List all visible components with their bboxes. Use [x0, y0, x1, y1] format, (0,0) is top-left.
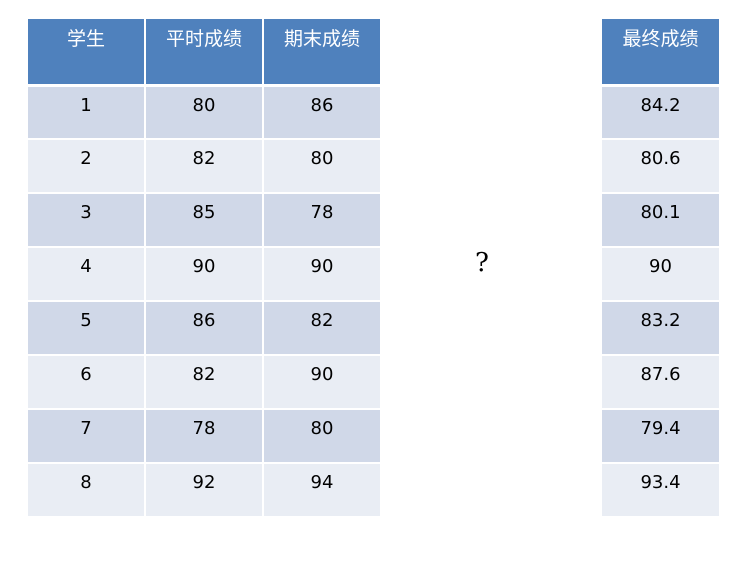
- student-id-cell: 2: [28, 139, 146, 194]
- overall-score-cell: 80.6: [602, 139, 719, 194]
- overall-score-cell: 87.6: [602, 355, 719, 410]
- table-row: 1 80 86: [28, 85, 380, 140]
- overall-score-cell: 79.4: [602, 409, 719, 464]
- overall-score-cell: 83.2: [602, 301, 719, 356]
- table-row: 3 85 78: [28, 193, 380, 248]
- table-row: 5 86 82: [28, 301, 380, 356]
- header-row: 学生 平时成绩 期末成绩: [28, 19, 380, 87]
- question-mark: ?: [475, 248, 489, 278]
- student-id-cell: 5: [28, 301, 146, 356]
- table-row: 83.2: [602, 301, 719, 356]
- final-exam-score-cell: 80: [263, 409, 380, 464]
- final-exam-score-cell: 82: [263, 301, 380, 356]
- regular-score-cell: 85: [145, 193, 264, 248]
- regular-score-cell: 82: [145, 139, 264, 194]
- final-exam-score-cell: 86: [263, 85, 380, 140]
- table-row: 87.6: [602, 355, 719, 410]
- header-final-exam-score: 期末成绩: [263, 19, 380, 87]
- regular-score-cell: 78: [145, 409, 264, 464]
- final-exam-score-cell: 94: [263, 463, 380, 518]
- student-id-cell: 8: [28, 463, 146, 518]
- student-id-cell: 3: [28, 193, 146, 248]
- final-exam-score-cell: 80: [263, 139, 380, 194]
- regular-score-cell: 90: [145, 247, 264, 302]
- table-row: 6 82 90: [28, 355, 380, 410]
- table-row: 84.2: [602, 85, 719, 140]
- student-id-cell: 6: [28, 355, 146, 410]
- regular-score-cell: 82: [145, 355, 264, 410]
- table-row: 90: [602, 247, 719, 302]
- table-row: 80.1: [602, 193, 719, 248]
- final-scores-table: 最终成绩 84.2 80.6 80.1 90 83.2 87.6 79.4 93…: [602, 19, 719, 518]
- student-id-cell: 7: [28, 409, 146, 464]
- overall-score-cell: 93.4: [602, 463, 719, 518]
- table-row: 2 82 80: [28, 139, 380, 194]
- header-overall-score: 最终成绩: [602, 19, 719, 87]
- student-id-cell: 1: [28, 85, 146, 140]
- overall-score-cell: 90: [602, 247, 719, 302]
- header-regular-score: 平时成绩: [145, 19, 264, 87]
- table-row: 93.4: [602, 463, 719, 518]
- regular-score-cell: 92: [145, 463, 264, 518]
- table-row: 7 78 80: [28, 409, 380, 464]
- table-row: 4 90 90: [28, 247, 380, 302]
- table-row: 79.4: [602, 409, 719, 464]
- overall-score-cell: 80.1: [602, 193, 719, 248]
- overall-score-cell: 84.2: [602, 85, 719, 140]
- regular-score-cell: 80: [145, 85, 264, 140]
- final-exam-score-cell: 90: [263, 355, 380, 410]
- regular-score-cell: 86: [145, 301, 264, 356]
- final-exam-score-cell: 90: [263, 247, 380, 302]
- table-row: 8 92 94: [28, 463, 380, 518]
- student-id-cell: 4: [28, 247, 146, 302]
- header-row: 最终成绩: [602, 19, 719, 87]
- final-exam-score-cell: 78: [263, 193, 380, 248]
- table-row: 80.6: [602, 139, 719, 194]
- student-scores-table: 学生 平时成绩 期末成绩 1 80 86 2 82 80 3 85 78 4 9…: [28, 19, 380, 518]
- header-student: 学生: [28, 19, 146, 87]
